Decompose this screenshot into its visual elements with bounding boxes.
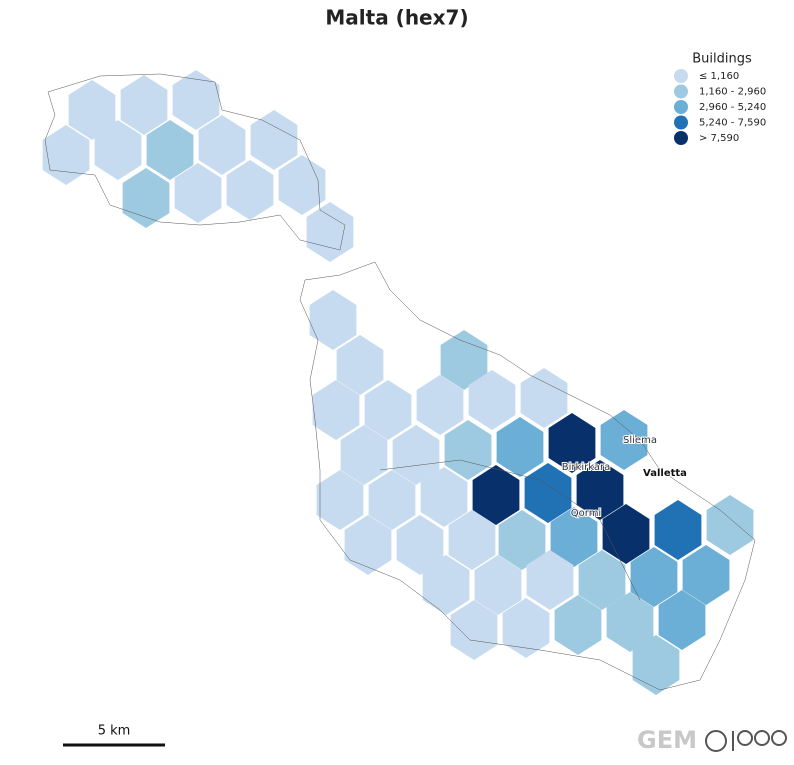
legend-swatch [674, 115, 688, 130]
hex [630, 547, 678, 607]
legend-swatch [674, 69, 688, 83]
hex [68, 80, 116, 140]
hex [600, 410, 648, 470]
hex [606, 592, 654, 652]
map-title: Malta (hex7) [325, 6, 468, 30]
hex [392, 425, 440, 485]
legend: ≤ 1,160 1,160 - 2,960 2,960 - 5,240 5,240 -… [674, 69, 766, 145]
scale-bar-label: 5 km [98, 724, 131, 739]
hex [344, 515, 392, 575]
hex [502, 598, 550, 658]
hex [450, 600, 498, 660]
hex [336, 335, 384, 395]
hex [226, 160, 274, 220]
hex [498, 510, 546, 570]
hex [94, 120, 142, 180]
legend-label: 1,160 - 2,960 [699, 87, 766, 98]
hex [416, 375, 464, 435]
hex [146, 120, 194, 180]
hex [654, 500, 702, 560]
place-label: Sliema [623, 435, 657, 446]
hex [42, 125, 90, 185]
hex [658, 590, 706, 650]
hex [496, 417, 544, 477]
logo: GEM [637, 726, 697, 754]
hex [250, 110, 298, 170]
place-label: Birkirkara [562, 462, 610, 473]
coastline [44, 73, 756, 691]
hex [420, 467, 468, 527]
hex [396, 515, 444, 575]
legend-label: ≤ 1,160 [699, 71, 739, 82]
hex [198, 115, 246, 175]
legend-title: Buildings [692, 52, 752, 67]
hex [312, 380, 360, 440]
license-icon [705, 730, 787, 752]
legend-label: 2,960 - 5,240 [699, 102, 766, 113]
place-label: Valletta [643, 468, 687, 479]
legend-label: > 7,590 [699, 133, 739, 144]
hex [474, 555, 522, 615]
hex [364, 380, 412, 440]
hex [682, 545, 730, 605]
hex [444, 420, 492, 480]
hex [448, 510, 496, 570]
hex [520, 368, 568, 428]
hex [316, 470, 364, 530]
legend-swatch [674, 131, 688, 145]
hex [550, 507, 598, 567]
place-label: Qormi [571, 508, 601, 519]
hex [472, 465, 520, 525]
hex [440, 330, 488, 390]
hex [578, 550, 626, 610]
hex [554, 595, 602, 655]
hex [422, 555, 470, 615]
legend-label: 5,240 - 7,590 [699, 118, 766, 129]
hex [632, 635, 680, 695]
hex [340, 425, 388, 485]
hex [468, 370, 516, 430]
hex [172, 70, 220, 130]
legend-swatch [674, 84, 688, 99]
hex [122, 168, 170, 228]
hex [120, 75, 168, 135]
hex-layer [42, 70, 754, 695]
legend-swatch [674, 100, 688, 114]
hex [706, 495, 754, 555]
hex [524, 463, 572, 523]
hex [306, 202, 354, 262]
hex [174, 163, 222, 223]
hex [526, 550, 574, 610]
hex [548, 413, 596, 473]
hex [309, 290, 357, 350]
hex [368, 470, 416, 530]
hex [576, 460, 624, 520]
